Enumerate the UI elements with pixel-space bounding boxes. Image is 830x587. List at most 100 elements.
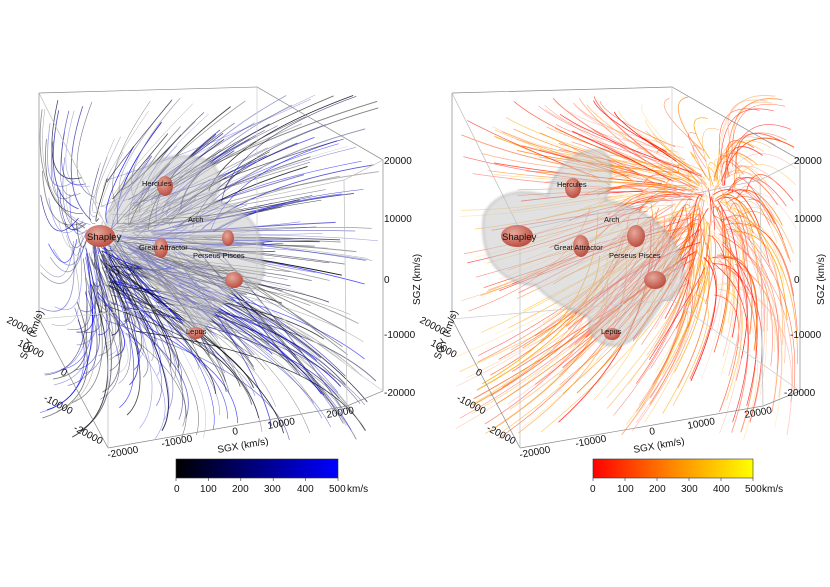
- streamline: [708, 162, 723, 187]
- streamline: [116, 245, 176, 379]
- streamline: [104, 103, 193, 209]
- sgx-tick: -10000: [575, 434, 608, 450]
- streamline: [675, 211, 705, 329]
- colorbar-gradient: [592, 458, 754, 479]
- streamline: [717, 200, 739, 338]
- sgy-tick: 0: [59, 367, 69, 380]
- streamline: [710, 254, 740, 409]
- streamline: [712, 206, 724, 256]
- streamline: [121, 269, 161, 376]
- streamline: [723, 124, 792, 187]
- sgy-tick: -20000: [72, 423, 105, 448]
- streamline: [104, 247, 135, 275]
- streamline: [635, 212, 700, 384]
- blob-hercules: [157, 176, 173, 196]
- streamline: [677, 96, 707, 162]
- streamline: [622, 138, 700, 187]
- colorbar-tick: 400: [713, 484, 730, 495]
- streamline: [732, 163, 796, 188]
- sgz-tick: 20000: [794, 156, 822, 167]
- colorbar-gradient: [175, 458, 339, 479]
- streamline: [586, 104, 692, 182]
- streamline: [724, 217, 744, 289]
- streamline: [59, 189, 87, 231]
- sgx-axis: -20000 -10000 0 10000 20000 SGX (km/s): [107, 405, 356, 461]
- streamline: [725, 196, 784, 240]
- colorbar-tick: 200: [649, 484, 666, 495]
- streamline: [45, 258, 88, 376]
- streamline: [715, 142, 764, 175]
- streamline: [502, 131, 630, 177]
- streamline: [700, 178, 708, 197]
- streamline: [42, 319, 88, 419]
- streamline: [221, 95, 357, 203]
- right-panel: Shapley Hercules Arch Great Attractor Pe…: [418, 86, 827, 495]
- streamline: [98, 254, 121, 393]
- streamline: [193, 301, 311, 434]
- label-arch: Arch: [604, 215, 619, 224]
- sgz-tick: -20000: [384, 388, 416, 399]
- sgy-tick: -10000: [455, 393, 488, 418]
- colorbar: 0 100 200 300 400 500 km/s: [174, 458, 368, 495]
- streamline: [50, 141, 76, 200]
- streamline: [95, 138, 115, 218]
- streamline: [718, 165, 779, 190]
- streamline: [74, 290, 100, 371]
- colorbar-ticks: [592, 478, 754, 481]
- label-shapley: Shapley: [87, 232, 122, 243]
- sgz-tick: -10000: [790, 330, 822, 341]
- blob-arch: [627, 225, 645, 247]
- streamline: [58, 221, 83, 248]
- streamline: [126, 307, 340, 399]
- streamline: [704, 182, 710, 206]
- colorbar-unit: km/s: [347, 484, 368, 495]
- sgy-axis: 20000 10000 0 -10000 -20000 SGY (km/s): [5, 309, 105, 448]
- streamline: [135, 330, 366, 431]
- sgy-tick: -20000: [485, 423, 518, 448]
- streamline: [649, 267, 706, 360]
- streamline: [112, 269, 311, 340]
- streamline: [554, 100, 684, 148]
- streamline: [103, 110, 149, 191]
- colorbar-tick: 300: [681, 484, 698, 495]
- streamline: [713, 132, 787, 178]
- streamline: [607, 155, 702, 187]
- streamline: [53, 283, 94, 386]
- streamline: [127, 300, 228, 419]
- streamline: [695, 222, 708, 277]
- streamline: [650, 272, 704, 369]
- streamline: [713, 234, 736, 376]
- structure-labels: Shapley Hercules Arch Great Attractor Pe…: [502, 180, 661, 336]
- streamline: [712, 220, 734, 324]
- streamline: [652, 184, 694, 203]
- streamline: [721, 217, 746, 266]
- streamline: [146, 326, 239, 424]
- streamline: [740, 203, 784, 345]
- streamline: [592, 128, 692, 181]
- streamline: [607, 174, 699, 189]
- streamline: [711, 267, 734, 357]
- streamline: [695, 215, 712, 320]
- streamline: [712, 262, 749, 423]
- streamline: [604, 183, 685, 193]
- streamline: [145, 299, 206, 438]
- label-hercules: Hercules: [557, 180, 587, 189]
- streamline: [711, 220, 730, 333]
- label-lepus: Lepus: [601, 327, 622, 336]
- streamline: [708, 167, 719, 187]
- streamline: [717, 205, 726, 245]
- sgx-tick: 20000: [744, 405, 774, 421]
- streamline: [99, 258, 125, 292]
- streamline: [114, 279, 193, 352]
- streamline: [564, 116, 650, 172]
- streamline: [61, 110, 87, 186]
- streamline: [713, 234, 731, 338]
- sgz-tick: 0: [794, 275, 800, 286]
- streamline: [49, 245, 85, 273]
- streamline: [42, 108, 86, 229]
- sgz-tick: 0: [384, 275, 390, 286]
- sgz-axis-title: SGZ (km/s): [816, 254, 827, 305]
- streamline: [730, 214, 768, 396]
- streamline: [726, 200, 745, 266]
- streamline: [693, 117, 711, 160]
